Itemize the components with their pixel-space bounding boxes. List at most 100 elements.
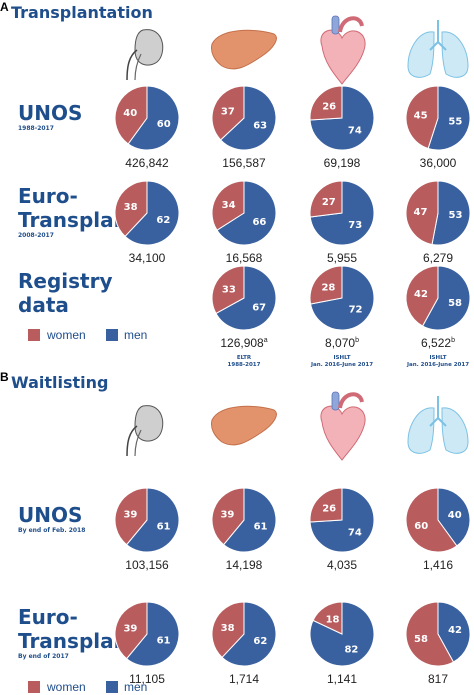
- pie-chart: 39 61: [114, 487, 180, 553]
- pie-slice-women: [211, 85, 245, 141]
- legend-label-women: women: [46, 328, 86, 342]
- legend-swatch-men: [106, 329, 118, 341]
- row-1: Euro-Transplant2008-2017386234,100346616…: [18, 180, 471, 265]
- pie-label-women: 26: [322, 503, 336, 514]
- total-value: 6,522: [421, 336, 451, 350]
- source-name: ISHLT: [430, 355, 447, 361]
- pie-label-women: 58: [414, 634, 428, 645]
- total-value: 8,070: [325, 336, 355, 350]
- heart-shape: [320, 29, 366, 85]
- pie-chart: 26 74: [309, 85, 375, 151]
- source-period: 1988-2017: [228, 362, 261, 368]
- legend-swatch-women: [28, 681, 40, 693]
- pie-label-men: 55: [448, 116, 462, 127]
- total-count: 5,955: [327, 251, 357, 265]
- total-value: 11,105: [129, 672, 165, 686]
- pie-slice-women: [405, 180, 439, 246]
- legend-label-men: men: [124, 680, 147, 694]
- pie-slice-men: [431, 180, 471, 246]
- total-value: 69,198: [324, 156, 361, 170]
- pie-chart: 42 58: [405, 265, 471, 331]
- pie-label-women: 45: [414, 111, 428, 122]
- total-count: 34,100: [129, 251, 166, 265]
- pie-label-women: 39: [123, 510, 137, 521]
- pie-slice-men: [125, 601, 180, 667]
- pie-label-women: 60: [414, 521, 428, 532]
- pie-chart: 26 74: [309, 487, 375, 553]
- pie-slice-women: [405, 85, 439, 150]
- total-value: 34,100: [129, 251, 166, 265]
- pie-label-men: 67: [252, 302, 266, 313]
- total-count: 1,714: [229, 672, 259, 686]
- footnote-marker: b: [355, 337, 359, 344]
- pie-label-men: 40: [448, 510, 462, 521]
- pie-slice-men: [309, 601, 375, 667]
- total-count: 36,000: [420, 156, 457, 170]
- pie-label-men: 74: [348, 528, 362, 539]
- pie-slice-women: [114, 487, 148, 546]
- pie-slice-men: [222, 487, 277, 553]
- row-label: Registry: [18, 269, 113, 293]
- source-name: ISHLT: [334, 355, 351, 361]
- pie-chart: 38 62: [211, 601, 277, 667]
- aorta-arch: [338, 392, 364, 409]
- pie-slice-men: [437, 601, 471, 663]
- pie-label-women: 33: [222, 285, 236, 296]
- row-label: data: [18, 293, 69, 317]
- row-period: By end of 2017: [18, 653, 69, 660]
- row-period: By end of Feb. 2018: [18, 527, 85, 534]
- total-count: 103,156: [125, 558, 169, 572]
- liver-icon: [211, 29, 277, 70]
- pie-slice-women: [211, 180, 245, 231]
- kidney-shape: [134, 405, 164, 442]
- pie-label-women: 40: [123, 108, 137, 119]
- pie-slice-women: [405, 487, 458, 553]
- total-count: 8,070b: [325, 336, 359, 350]
- pie-label-men: 58: [448, 298, 462, 309]
- row-label: UNOS: [18, 503, 82, 527]
- total-count: 156,587: [222, 156, 266, 170]
- pie-chart: 37 63: [211, 85, 277, 151]
- total-value: 1,416: [423, 558, 453, 572]
- left-lung: [407, 407, 435, 454]
- total-value: 817: [428, 672, 448, 686]
- total-count: 69,198: [324, 156, 361, 170]
- total-value: 1,141: [327, 672, 357, 686]
- legend-swatch-women: [28, 329, 40, 341]
- row-label: UNOS: [18, 101, 82, 125]
- source-period: Jan. 2016-June 2017: [310, 362, 373, 368]
- total-value: 6,279: [423, 251, 453, 265]
- pie-slice-women: [405, 265, 439, 327]
- row-label: Euro-: [18, 184, 78, 208]
- ureter-line: [126, 425, 138, 457]
- pie-label-men: 74: [348, 126, 362, 137]
- pie-slice-women: [309, 85, 343, 121]
- pie-label-women: 47: [414, 207, 428, 218]
- pie-label-women: 37: [221, 107, 235, 118]
- total-count: 14,198: [226, 558, 263, 572]
- pie-slice-women: [405, 601, 455, 667]
- legend-swatch-men: [106, 681, 118, 693]
- pie-label-men: 82: [344, 644, 358, 655]
- total-value: 426,842: [125, 156, 169, 170]
- right-lung: [441, 31, 469, 78]
- panel-title: Waitlisting: [11, 373, 108, 392]
- pie-label-men: 61: [254, 521, 268, 532]
- pie-label-men: 62: [253, 636, 267, 647]
- total-value: 103,156: [125, 558, 169, 572]
- source-name: ELTR: [237, 355, 252, 361]
- total-count: 11,105: [129, 672, 165, 686]
- total-count: 817: [428, 672, 448, 686]
- pie-slice-women: [114, 601, 148, 660]
- total-value: 126,908: [220, 336, 264, 350]
- pie-chart: 34 66: [211, 180, 277, 246]
- pie-chart: 38 62: [114, 180, 180, 246]
- panel-letter: B: [0, 370, 9, 384]
- liver-shape: [211, 405, 277, 446]
- pie-label-women: 39: [123, 624, 137, 635]
- pie-chart: 58 42: [405, 601, 471, 667]
- legend: women men: [28, 328, 147, 342]
- pie-label-men: 72: [349, 305, 363, 316]
